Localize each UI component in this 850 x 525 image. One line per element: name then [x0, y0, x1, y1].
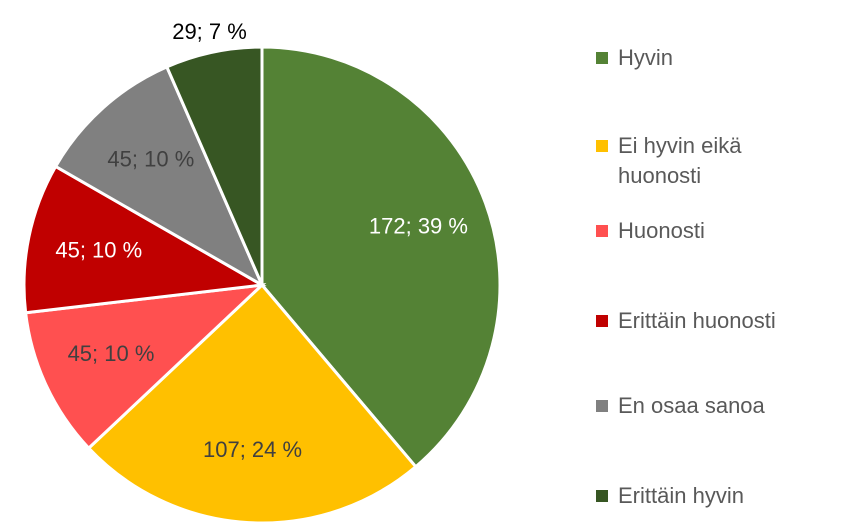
data-label: 45; 10 %: [68, 341, 155, 366]
legend-label: Erittäin huonosti: [618, 308, 776, 333]
legend-swatch: [596, 52, 608, 64]
legend-label: Ei hyvin eikä huonosti: [618, 133, 742, 188]
data-label: 107; 24 %: [203, 437, 302, 462]
legend-swatch: [596, 400, 608, 412]
legend-item: Huonosti: [596, 216, 836, 246]
pie-slice: [22, 164, 267, 315]
legend-swatch: [596, 315, 608, 327]
data-label: 45; 10 %: [107, 147, 194, 172]
legend-label: Hyvin: [618, 45, 674, 70]
pie-slice: [260, 45, 502, 469]
legend-label: Erittäin hyvin: [618, 483, 744, 508]
pie-slice: [23, 282, 267, 451]
legend-item: Erittäin hyvin: [596, 481, 836, 511]
legend-label: En osaa sanoa: [618, 393, 765, 418]
data-label: 45; 10 %: [55, 237, 142, 262]
legend-item: Ei hyvin eikä huonosti: [596, 131, 836, 191]
legend-item: En osaa sanoa: [596, 391, 836, 421]
legend-swatch: [596, 140, 608, 152]
legend-swatch: [596, 490, 608, 502]
data-label: 172; 39 %: [369, 214, 468, 239]
legend-item: Hyvin: [596, 43, 836, 73]
legend-label: Huonosti: [618, 218, 705, 243]
pie-slice: [53, 64, 266, 289]
data-label: 29; 7 %: [172, 19, 247, 44]
legend-item: Erittäin huonosti: [596, 306, 836, 336]
pie-slice: [86, 282, 418, 525]
pie-slice: [164, 45, 264, 286]
legend-swatch: [596, 225, 608, 237]
